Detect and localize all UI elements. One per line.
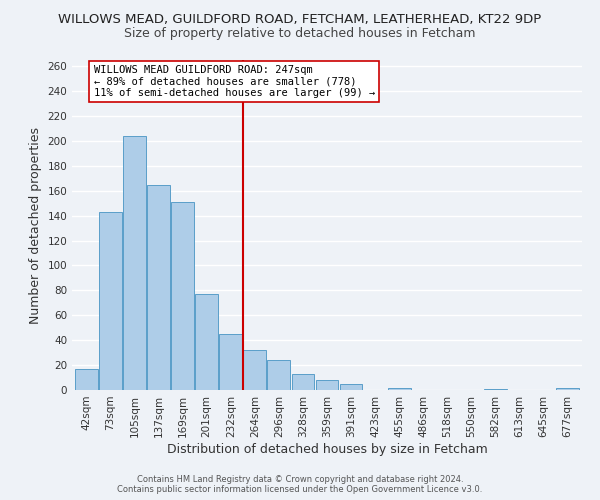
Bar: [171, 202, 194, 390]
Bar: [147, 184, 170, 390]
Y-axis label: Number of detached properties: Number of detached properties: [29, 126, 42, 324]
Bar: [340, 384, 362, 390]
Text: WILLOWS MEAD, GUILDFORD ROAD, FETCHAM, LEATHERHEAD, KT22 9DP: WILLOWS MEAD, GUILDFORD ROAD, FETCHAM, L…: [58, 12, 542, 26]
Bar: [75, 369, 98, 390]
Bar: [484, 389, 507, 390]
Text: Size of property relative to detached houses in Fetcham: Size of property relative to detached ho…: [124, 28, 476, 40]
Bar: [316, 380, 338, 390]
Bar: [195, 294, 218, 390]
Bar: [556, 388, 579, 390]
Bar: [388, 388, 410, 390]
Bar: [99, 212, 122, 390]
Bar: [268, 360, 290, 390]
Text: WILLOWS MEAD GUILDFORD ROAD: 247sqm
← 89% of detached houses are smaller (778)
1: WILLOWS MEAD GUILDFORD ROAD: 247sqm ← 89…: [94, 65, 375, 98]
Bar: [292, 374, 314, 390]
Bar: [244, 350, 266, 390]
Bar: [123, 136, 146, 390]
X-axis label: Distribution of detached houses by size in Fetcham: Distribution of detached houses by size …: [167, 442, 487, 456]
Text: Contains HM Land Registry data © Crown copyright and database right 2024.
Contai: Contains HM Land Registry data © Crown c…: [118, 474, 482, 494]
Bar: [220, 334, 242, 390]
